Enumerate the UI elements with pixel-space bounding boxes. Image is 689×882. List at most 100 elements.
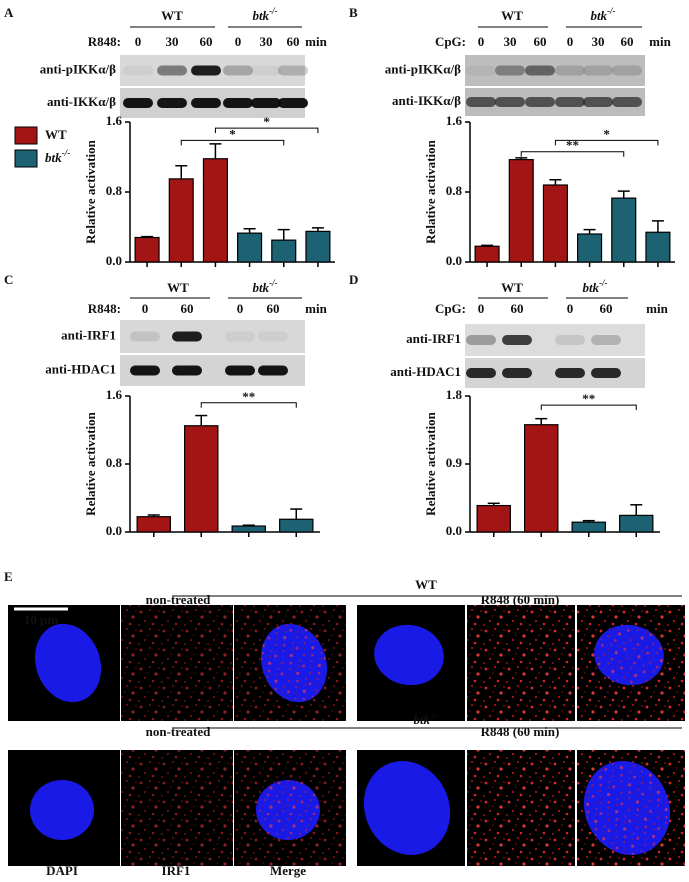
blot-band — [525, 97, 555, 107]
lane-label: 0 — [142, 301, 149, 316]
error-bar — [195, 414, 208, 426]
scale-bar-label: 10 μm — [24, 612, 59, 627]
y-tick-label: 0.8 — [446, 183, 463, 198]
blot-band — [525, 65, 555, 76]
error-bar — [147, 514, 160, 517]
bar — [168, 178, 194, 263]
lane-label: 60 — [600, 301, 613, 316]
lane-label: 60 — [181, 301, 194, 316]
genotype-label: WT — [415, 577, 437, 592]
bar — [184, 425, 219, 533]
bar — [474, 245, 500, 263]
antibody-label: anti-IRF1 — [406, 331, 461, 346]
blot-band — [502, 335, 532, 345]
lane-label: 0 — [567, 34, 574, 49]
micrograph — [234, 605, 346, 721]
channel-label: Merge — [270, 863, 306, 878]
blot-band — [172, 331, 202, 342]
bar — [542, 184, 568, 263]
blot-band — [555, 97, 585, 107]
antibody-label: anti-pIKKα/β — [40, 61, 116, 76]
bar — [237, 232, 263, 263]
micrograph — [577, 605, 685, 721]
lane-label: 0 — [135, 34, 142, 49]
y-tick-label: 0.0 — [106, 523, 122, 538]
blot-band — [191, 98, 221, 108]
genotype-label: WT — [501, 280, 523, 295]
y-tick-label: 0.0 — [446, 253, 462, 268]
time-unit: min — [305, 301, 327, 316]
antibody-label: anti-HDAC1 — [390, 364, 461, 379]
genotype-superscript: -/- — [599, 278, 608, 288]
significance-label: * — [263, 114, 270, 129]
error-bar — [209, 143, 222, 159]
bar — [271, 239, 297, 263]
micrograph — [121, 750, 233, 866]
y-axis-label: Relative activation — [83, 411, 98, 515]
blot-band — [123, 98, 153, 108]
blot-band — [223, 98, 253, 108]
blot-band — [583, 65, 613, 76]
blot-band — [251, 65, 281, 76]
genotype-name: btk — [252, 280, 269, 295]
micrograph — [467, 750, 575, 866]
condition-label: non-treated — [146, 592, 212, 607]
significance-label: * — [603, 126, 610, 141]
blot-band — [157, 98, 187, 108]
micrograph — [234, 750, 346, 866]
y-tick-label: 1.6 — [106, 387, 123, 402]
y-axis-label: Relative activation — [83, 139, 98, 243]
blot-band — [225, 331, 255, 342]
blot-band — [191, 65, 221, 76]
panel-letter: D — [349, 272, 358, 287]
error-bar — [175, 165, 188, 179]
nucleus — [374, 624, 444, 686]
genotype-label: WT — [161, 8, 183, 23]
genotype-name: WT — [415, 577, 437, 592]
significance-bracket — [554, 139, 659, 146]
legend-name: btk — [45, 150, 62, 165]
lane-label: 0 — [235, 34, 242, 49]
genotype-name: btk — [252, 8, 269, 23]
significance-label: * — [229, 126, 236, 141]
genotype-label: btk-/- — [590, 6, 615, 23]
error-bar — [630, 504, 643, 516]
significance-label: ** — [242, 389, 255, 404]
panel-letter: A — [4, 5, 14, 20]
bar — [476, 504, 511, 533]
genotype-superscript: -/- — [269, 6, 278, 16]
bar — [134, 236, 160, 263]
blot-band — [466, 97, 496, 107]
genotype-label: btk-/- — [582, 278, 607, 295]
micrograph — [357, 605, 465, 721]
blot-band — [495, 65, 525, 76]
blot-band — [258, 331, 288, 342]
bar — [231, 525, 266, 533]
genotype-superscript: -/- — [607, 6, 616, 16]
bar — [279, 518, 314, 533]
micrograph — [8, 750, 120, 866]
significance-label: ** — [582, 391, 595, 406]
lane-label: 0 — [237, 301, 244, 316]
bar — [202, 158, 228, 263]
nucleus — [34, 623, 102, 703]
panel-letter: B — [349, 5, 358, 20]
antibody-label: anti-HDAC1 — [45, 361, 116, 376]
genotype-name: btk — [413, 712, 430, 727]
error-bar — [243, 228, 256, 234]
bar — [611, 197, 637, 263]
legend-superscript: -/- — [62, 148, 71, 158]
legend-label: WT — [45, 127, 67, 142]
condition-label: R848 (60 min) — [481, 724, 560, 739]
micrograph — [8, 605, 120, 721]
lane-label: 0 — [478, 34, 485, 49]
antibody-label: anti-IKKα/β — [47, 94, 116, 109]
irf1-signal — [467, 605, 575, 721]
blot-band — [225, 365, 255, 376]
genotype-label: btk-/- — [252, 6, 277, 23]
error-bar — [582, 519, 595, 523]
blot-band — [555, 65, 585, 76]
merge-signal — [256, 780, 320, 840]
genotype-name: WT — [167, 280, 189, 295]
error-bar — [535, 417, 548, 425]
